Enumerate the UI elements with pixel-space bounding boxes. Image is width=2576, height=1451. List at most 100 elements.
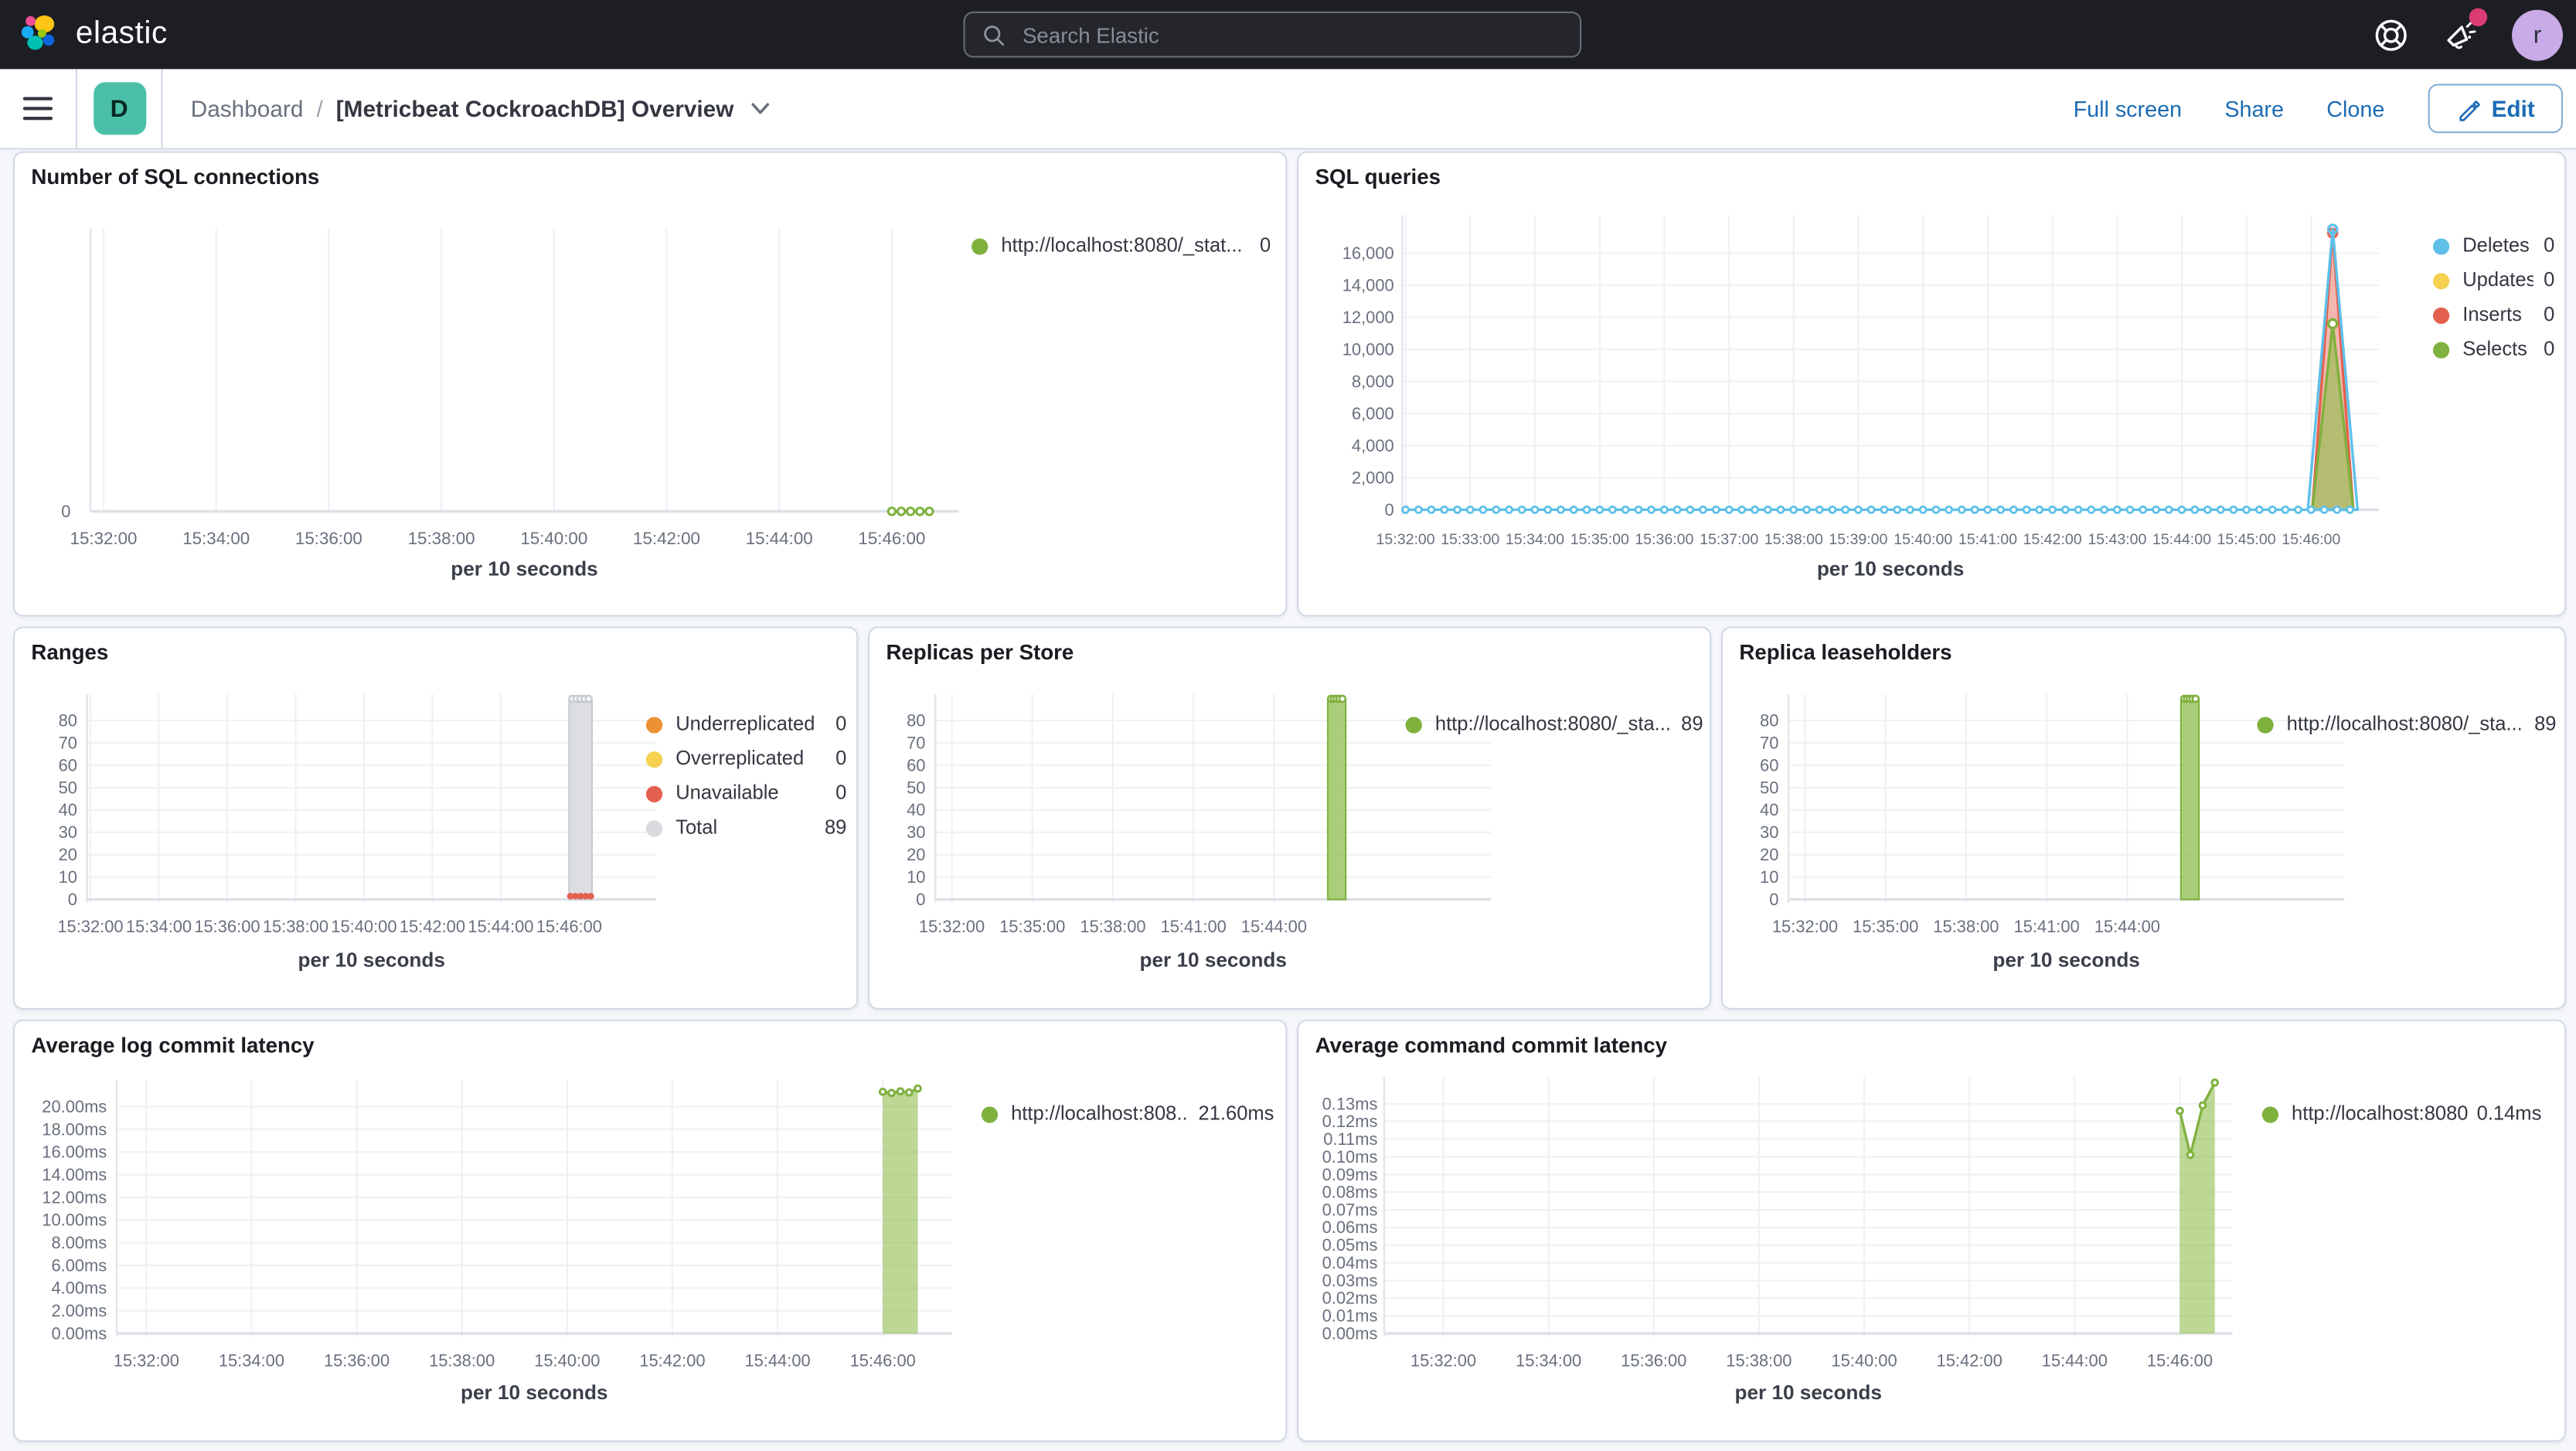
legend-swatch-icon — [2261, 1105, 2279, 1122]
panel-title[interactable]: SQL queries — [1315, 164, 1441, 189]
svg-text:15:33:00: 15:33:00 — [1441, 531, 1499, 548]
legend-item[interactable]: http://localhost:8080... 0.14ms — [2261, 1102, 2541, 1125]
svg-text:15:42:00: 15:42:00 — [2023, 531, 2082, 548]
svg-text:20: 20 — [907, 845, 925, 864]
legend-label: http://localhost:8080/_stat... — [1001, 235, 1243, 257]
svg-text:30: 30 — [1760, 823, 1778, 842]
svg-text:12,000: 12,000 — [1342, 308, 1394, 327]
breadcrumb-separator: / — [316, 95, 323, 122]
svg-text:10: 10 — [907, 867, 925, 887]
svg-text:0.09ms: 0.09ms — [1322, 1165, 1378, 1184]
chart-legend: http://localhost:8080/_stat... 0 — [972, 233, 1271, 257]
dashboard-app-badge[interactable]: D — [93, 82, 146, 135]
legend-item[interactable]: Overreplicated 0 — [645, 748, 846, 770]
search-input[interactable] — [1019, 20, 1564, 49]
clone-button[interactable]: Clone — [2326, 96, 2385, 121]
chart-average-command-commit-latency[interactable]: 0.00ms0.01ms0.02ms0.03ms0.04ms0.05ms0.06… — [1298, 1021, 2564, 1440]
svg-text:15:36:00: 15:36:00 — [194, 917, 260, 936]
legend-value: 0 — [1259, 233, 1271, 257]
elastic-brand[interactable]: elastic — [20, 0, 168, 69]
svg-text:10: 10 — [1760, 867, 1778, 887]
panel-title[interactable]: Replicas per Store — [886, 639, 1074, 665]
svg-text:15:40:00: 15:40:00 — [1894, 531, 1952, 548]
chart-replica-leaseholders[interactable]: 0 10 20 30 40 50 60 70 80 15:32:00 15:35:00 15:38:0… — [1723, 628, 2564, 1008]
svg-text:0.05ms: 0.05ms — [1322, 1235, 1378, 1255]
topbar-actions: r — [2372, 0, 2563, 69]
global-search[interactable] — [963, 11, 1582, 58]
svg-text:0: 0 — [1385, 500, 1394, 519]
legend-label: Updates — [2462, 269, 2534, 291]
svg-text:4,000: 4,000 — [1352, 436, 1394, 455]
svg-text:15:38:00: 15:38:00 — [1933, 917, 1999, 936]
svg-text:50: 50 — [1760, 778, 1778, 797]
svg-text:15:46:00: 15:46:00 — [2282, 531, 2340, 548]
svg-text:15:44:00: 15:44:00 — [2042, 1351, 2108, 1371]
svg-text:14.00ms: 14.00ms — [42, 1165, 107, 1184]
legend-item[interactable]: http://localhost:8080/_sta... 89 — [2257, 713, 2556, 735]
full-screen-button[interactable]: Full screen — [2073, 96, 2183, 121]
svg-text:15:45:00: 15:45:00 — [2217, 531, 2275, 548]
legend-item[interactable]: http://localhost:808... 21.60ms — [981, 1102, 1274, 1125]
legend-value: 0 — [2544, 267, 2555, 291]
panel-title[interactable]: Ranges — [31, 639, 109, 665]
legend-swatch-icon — [645, 716, 663, 733]
legend-value: 0 — [2544, 233, 2555, 257]
legend-swatch-icon — [2257, 716, 2274, 733]
svg-text:10: 10 — [59, 867, 77, 887]
panel-average-command-commit-latency: 0.00ms 0.01ms 0.02ms 0.03ms 0.04ms 0.05ms 0.06… — [1297, 1019, 2567, 1442]
menu-button[interactable] — [0, 69, 76, 148]
edit-button[interactable]: Edit — [2427, 83, 2563, 134]
svg-text:15:32:00: 15:32:00 — [1376, 531, 1435, 548]
chart-average-log-commit-latency[interactable]: 0.00ms 2.00ms 4.00ms 6.00ms 8.00ms 10.00ms 12.… — [15, 1021, 1285, 1440]
legend-label: Deletes — [2462, 235, 2530, 257]
svg-text:12.00ms: 12.00ms — [42, 1187, 107, 1207]
legend-swatch-icon — [1405, 716, 1422, 733]
legend-value: 0 — [2544, 302, 2555, 326]
legend-value: 0 — [835, 781, 847, 805]
title-chevron-down-icon[interactable] — [750, 100, 772, 117]
svg-text:15:46:00: 15:46:00 — [536, 917, 602, 936]
legend-swatch-icon — [645, 750, 663, 768]
panel-title[interactable]: Average log commit latency — [31, 1032, 315, 1058]
breadcrumb-dashboard-link[interactable]: Dashboard — [190, 95, 304, 122]
legend-item[interactable]: Deletes 0 — [2432, 233, 2555, 257]
legend-item[interactable]: Unavailable 0 — [645, 781, 847, 805]
svg-text:15:46:00: 15:46:00 — [858, 529, 925, 548]
legend-item[interactable]: http://localhost:8080/_sta... 89 — [1405, 713, 1703, 735]
chart-ranges[interactable]: 0 10 20 30 40 50 60 70 80 15:32:00 15:34:00 15:36:0… — [15, 628, 856, 1008]
user-avatar[interactable]: r — [2512, 9, 2563, 60]
hamburger-icon — [22, 97, 53, 121]
legend-item[interactable]: http://localhost:8080/_stat... 0 — [972, 233, 1271, 257]
svg-text:2.00ms: 2.00ms — [51, 1301, 107, 1320]
chart-number-of-sql-connections[interactable]: 015:32:00 15:34:00 15:36:00 15:38:00 15:40:0… — [15, 153, 1285, 615]
panel-title[interactable]: Number of SQL connections — [31, 164, 320, 189]
legend-swatch-icon — [2432, 272, 2450, 289]
newsfeed-button[interactable] — [2442, 8, 2488, 54]
share-button[interactable]: Share — [2224, 96, 2284, 121]
svg-text:0.01ms: 0.01ms — [1322, 1306, 1378, 1326]
chart-replicas-per-store[interactable]: 0 10 20 30 40 50 60 70 80 15:32:00 15:35:00 15:38:0… — [869, 628, 1710, 1008]
panel-title[interactable]: Replica leaseholders — [1739, 639, 1952, 665]
svg-text:15:34:00: 15:34:00 — [219, 1351, 284, 1371]
panel-title[interactable]: Average command commit latency — [1315, 1032, 1667, 1058]
legend-value: 89 — [824, 815, 847, 839]
legend-item[interactable]: Inserts 0 — [2432, 302, 2555, 326]
legend-item[interactable]: Selects 0 — [2432, 338, 2554, 360]
svg-text:15:40:00: 15:40:00 — [520, 529, 587, 548]
svg-text:15:42:00: 15:42:00 — [639, 1351, 705, 1371]
toolbar-divider — [75, 69, 77, 148]
panel-sql-queries: 0 2,000 4,000 6,000 8,000 10,000 12,000 14,000 1… — [1297, 151, 2567, 617]
help-icon[interactable] — [2372, 15, 2410, 53]
legend-item[interactable]: Total 89 — [645, 815, 847, 839]
legend-label: http://localhost:8080... — [2292, 1103, 2467, 1125]
svg-text:15:36:00: 15:36:00 — [324, 1351, 390, 1371]
legend-item[interactable]: Updates 0 — [2432, 267, 2555, 291]
svg-text:15:32:00: 15:32:00 — [1772, 917, 1838, 936]
chart-sql-queries[interactable]: 0 2,000 4,000 6,000 8,000 10,000 12,000 14,000 1… — [1298, 153, 2564, 615]
svg-text:40: 40 — [59, 800, 77, 819]
legend-item[interactable]: Underreplicated 0 — [645, 713, 846, 735]
svg-text:15:36:00: 15:36:00 — [1635, 531, 1693, 548]
svg-text:16,000: 16,000 — [1342, 244, 1394, 263]
svg-text:15:36:00: 15:36:00 — [295, 529, 362, 548]
svg-text:0.07ms: 0.07ms — [1322, 1200, 1378, 1219]
